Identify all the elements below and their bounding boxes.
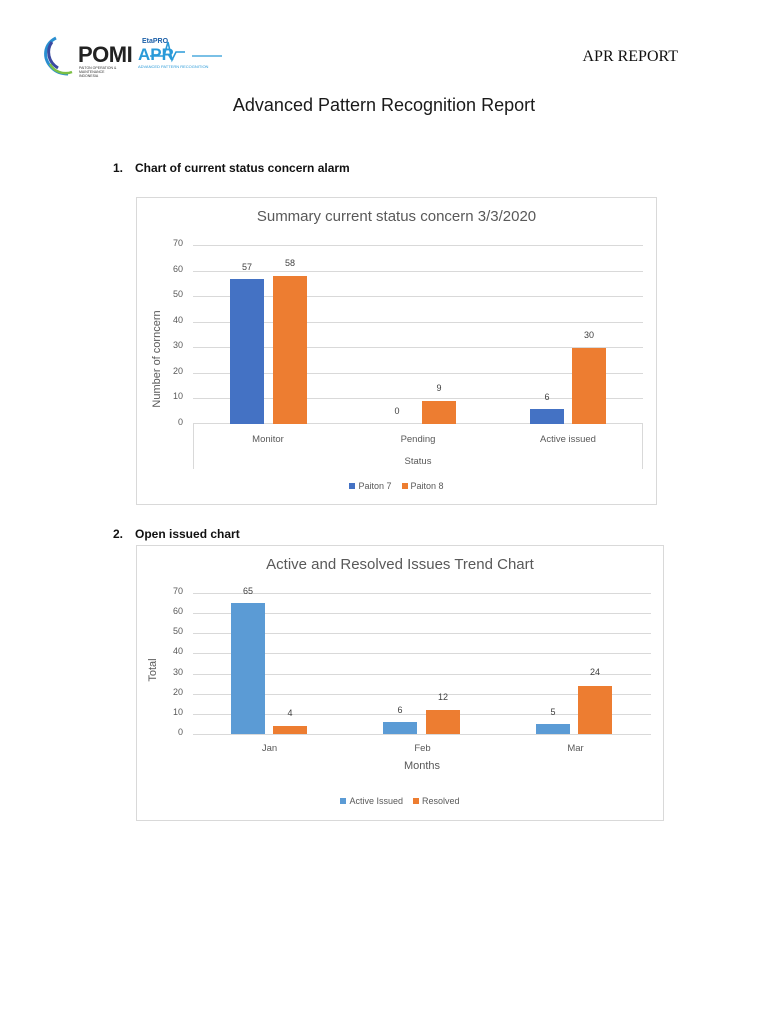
x-category-label: Monitor	[252, 434, 284, 445]
bar-paiton8-monitor	[273, 276, 307, 424]
chart-title: Summary current status concern 3/3/2020	[256, 208, 537, 225]
company-logo: POMI PAITON OPERATION & MAINTENANCE INDO…	[42, 34, 227, 78]
y-tick: 50	[172, 289, 183, 299]
data-label: 24	[589, 667, 600, 677]
x-axis-title: Status	[404, 456, 432, 467]
gridline	[193, 296, 643, 297]
y-tick: 0	[177, 417, 183, 427]
y-tick: 10	[172, 391, 183, 401]
report-label: APR REPORT	[582, 48, 678, 65]
gridline	[193, 347, 643, 348]
data-label: 65	[242, 586, 253, 596]
y-axis-title: Total	[147, 658, 159, 682]
legend-item-resolved: Resolved	[413, 796, 460, 806]
section-number: 1.	[113, 161, 124, 175]
bar-paiton7-active-issued	[530, 409, 564, 424]
pomi-swoosh-icon	[44, 36, 222, 76]
bar-active-issued-jan	[231, 603, 265, 734]
y-tick: 40	[172, 646, 183, 656]
x-category-label: Active issued	[540, 434, 596, 445]
legend-item-paiton7: Paiton 7	[349, 481, 392, 491]
gridline	[193, 373, 643, 374]
bar-resolved-mar	[578, 686, 612, 734]
y-tick: 60	[172, 606, 183, 616]
bar-active-issued-feb	[383, 722, 417, 734]
legend-label: Active Issued	[349, 796, 403, 806]
y-tick: 20	[172, 366, 183, 376]
data-label: 5	[550, 707, 556, 717]
logo-pomi-subtitle: PAITON OPERATION & MAINTENANCE INDONESIA	[79, 66, 117, 78]
legend-swatch-icon	[413, 798, 419, 804]
x-category-label: Feb	[414, 743, 431, 754]
page-title: Advanced Pattern Recognition Report	[232, 95, 536, 115]
data-label: 58	[284, 258, 295, 268]
chart-title: Active and Resolved Issues Trend Chart	[266, 556, 534, 573]
y-tick: 40	[172, 315, 183, 325]
gridline	[193, 694, 651, 695]
section-heading-2: 2. Open issued chart	[113, 527, 240, 541]
legend-swatch-icon	[349, 483, 356, 489]
data-label: 0	[394, 406, 400, 416]
section-number: 2.	[113, 527, 124, 541]
y-tick: 50	[172, 626, 183, 636]
gridline	[193, 593, 651, 594]
gridline	[193, 674, 651, 675]
legend-item-active-issued: Active Issued	[340, 796, 403, 806]
bar-active-issued-mar	[536, 724, 570, 734]
legend-item-paiton8: Paiton 8	[401, 481, 444, 491]
data-label: 4	[287, 708, 293, 718]
legend-swatch-icon	[340, 798, 347, 804]
bar-resolved-jan	[273, 726, 307, 734]
gridline	[193, 633, 651, 634]
x-axis-title: Months	[403, 760, 441, 772]
gridline	[193, 271, 643, 272]
y-tick: 30	[172, 667, 183, 677]
gridline	[193, 322, 643, 323]
legend-label: Paiton 8	[410, 481, 444, 491]
legend-swatch-icon	[401, 483, 408, 489]
x-category-label: Pending	[400, 434, 436, 445]
section-title: Chart of current status concern alarm	[135, 161, 350, 175]
chart-legend: Active Issued Resolved	[137, 796, 663, 806]
y-tick: 10	[172, 707, 183, 717]
logo-apr-subtitle: ADVANCED PATTERN RECOGNITION	[138, 64, 209, 69]
status-concern-chart: Summary current status concern 3/3/2020 …	[136, 197, 657, 505]
section-title: Open issued chart	[135, 527, 240, 541]
gridline	[193, 398, 643, 399]
legend-label: Resolved	[422, 796, 460, 806]
chart-legend: Paiton 7 Paiton 8	[137, 481, 656, 491]
y-tick: 20	[172, 687, 183, 697]
data-label: 12	[437, 692, 448, 702]
data-label: 9	[436, 383, 442, 393]
y-tick: 70	[172, 586, 183, 596]
y-tick: 60	[172, 264, 183, 274]
data-label: 6	[397, 705, 403, 715]
logo-apr-text: APR	[138, 45, 174, 64]
logo-etapro-text: EtaPRO	[142, 38, 169, 45]
bar-paiton8-active-issued	[572, 348, 606, 424]
section-heading-1: 1. Chart of current status concern alarm	[113, 161, 350, 175]
x-category-label: Mar	[567, 743, 584, 754]
x-axis-box	[193, 423, 643, 469]
x-category-label: Jan	[261, 743, 278, 754]
gridline	[193, 613, 651, 614]
y-tick: 0	[177, 727, 183, 737]
gridline	[193, 714, 651, 715]
bar-paiton8-pending	[422, 401, 456, 424]
legend-label: Paiton 7	[358, 481, 392, 491]
bar-paiton7-monitor	[230, 279, 264, 424]
logo-pomi-text: POMI	[78, 42, 133, 67]
gridline	[193, 734, 651, 735]
y-tick: 30	[172, 340, 183, 350]
data-label: 30	[583, 330, 594, 340]
bar-resolved-feb	[426, 710, 460, 734]
gridline	[193, 245, 643, 246]
issues-trend-chart: Active and Resolved Issues Trend Chart T…	[136, 545, 664, 821]
y-tick: 70	[172, 238, 183, 248]
data-label: 6	[544, 392, 550, 402]
gridline	[193, 653, 651, 654]
data-label: 57	[241, 262, 252, 272]
